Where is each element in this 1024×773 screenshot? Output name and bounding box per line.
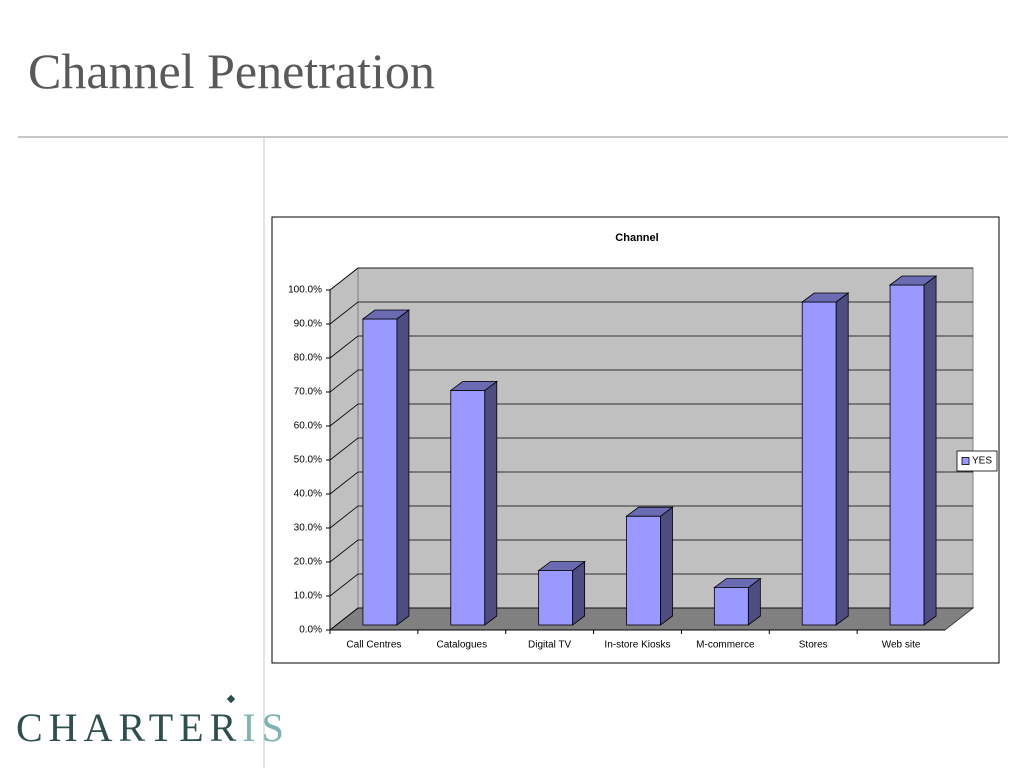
bar-side	[923, 275, 937, 626]
grid-line	[329, 573, 973, 597]
bar-side	[484, 380, 498, 626]
y-tick-label: 70.0%	[294, 387, 322, 398]
x-tick-label: M-commerce	[696, 640, 755, 651]
grid-line	[329, 437, 973, 461]
y-tick-label: 50.0%	[294, 455, 322, 466]
bar-front	[626, 515, 661, 626]
y-tick-label: 0.0%	[299, 625, 322, 636]
bar-top	[888, 275, 938, 286]
bar-top	[801, 292, 850, 303]
y-tick-label: 80.0%	[294, 353, 322, 364]
legend-label: YES	[972, 456, 992, 467]
y-tick-label: 20.0%	[294, 557, 322, 568]
legend-swatch	[961, 457, 970, 465]
logo-main: CHARTER	[16, 705, 242, 750]
x-tick-label: Catalogues	[436, 640, 487, 651]
y-tick-label: 30.0%	[294, 523, 322, 534]
grid-line	[329, 335, 973, 359]
logo: CHARTERIS	[16, 705, 290, 750]
bar-top	[713, 578, 762, 588]
x-tick-label: Stores	[799, 640, 828, 651]
bar	[888, 275, 938, 626]
chart: Channel 0.0% 10.0% 20.0% 30.0% 40.0% 50.0% 60.…	[271, 216, 1000, 664]
legend-box	[956, 450, 998, 472]
bar-front	[538, 570, 574, 626]
bar-side	[835, 292, 849, 626]
x-tick-label: In-store Kiosks	[604, 640, 670, 651]
bar-top	[449, 380, 498, 391]
bar-top	[625, 506, 674, 517]
y-tick-label: 90.0%	[294, 319, 322, 330]
y-tick-label: 40.0%	[294, 489, 322, 500]
bar-side	[396, 309, 410, 626]
x-tick-label: Digital TV	[528, 640, 571, 651]
bar-front	[450, 389, 486, 626]
bar-front	[889, 284, 925, 626]
bar	[361, 309, 411, 626]
grid-line	[329, 267, 973, 291]
slide-title: Channel Penetration	[28, 43, 435, 99]
y-tick-label: 10.0%	[294, 591, 322, 602]
x-tick-label: Web site	[882, 640, 921, 651]
bar	[449, 380, 498, 626]
bar-top	[361, 309, 411, 320]
y-tick-label: 60.0%	[294, 421, 322, 432]
grid-line	[329, 301, 973, 325]
bar	[801, 292, 850, 626]
logo-diamond	[226, 694, 236, 704]
grid-line	[329, 539, 973, 563]
bar-side	[572, 560, 586, 626]
bar-side	[660, 506, 673, 626]
grid-line	[329, 607, 973, 631]
grid-line	[329, 403, 973, 427]
x-tick-label: Call Centres	[346, 640, 401, 651]
y-tick-label: 100.0%	[288, 285, 322, 296]
bar-top	[537, 561, 586, 571]
grid-line	[329, 505, 973, 529]
grid-line	[329, 369, 973, 393]
grid-line	[329, 471, 973, 495]
chart-title: Channel	[615, 232, 658, 244]
logo-accent: IS	[242, 705, 290, 750]
bar-front	[801, 301, 837, 626]
bar	[625, 506, 674, 626]
bar-front	[713, 587, 749, 626]
bar-front	[362, 318, 398, 626]
bar	[713, 577, 762, 626]
bar	[537, 560, 586, 626]
